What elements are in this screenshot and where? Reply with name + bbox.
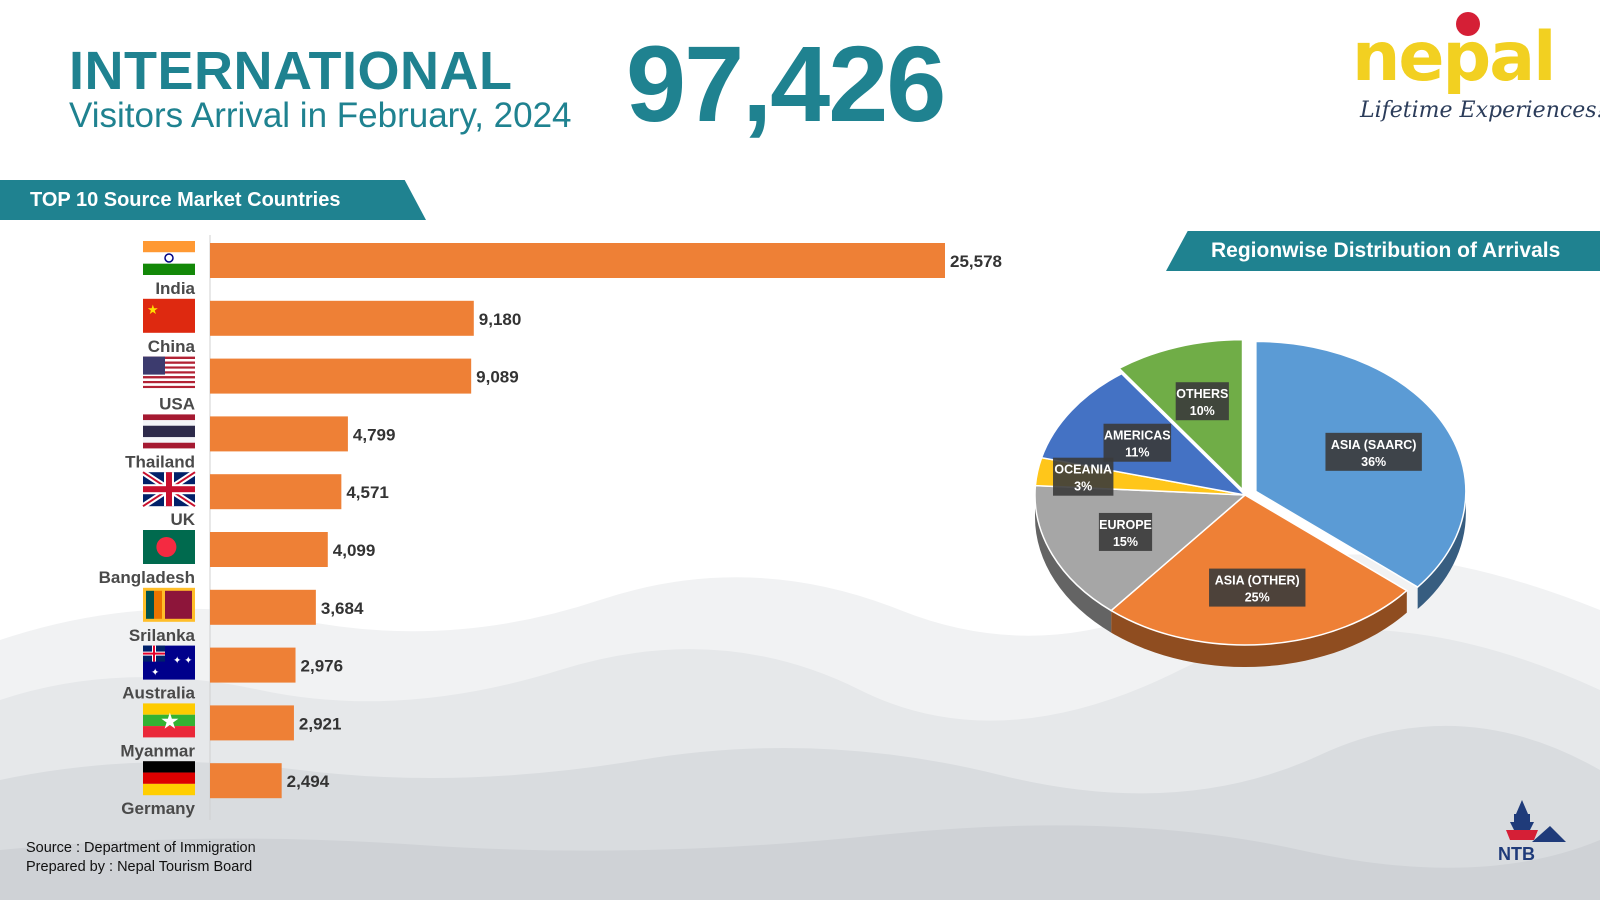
pie-label-percent: 36% bbox=[1361, 455, 1386, 469]
bar-row: ★ China 9,180 bbox=[143, 298, 522, 356]
svg-text:✦ ✦: ✦ ✦ bbox=[173, 656, 193, 667]
bar bbox=[210, 300, 474, 336]
pie-slice-label: OCEANIA 3% bbox=[1053, 457, 1114, 496]
country-label: Australia bbox=[122, 684, 195, 703]
country-label: China bbox=[148, 337, 196, 356]
srilanka-flag-icon bbox=[143, 587, 195, 622]
country-label: Germany bbox=[121, 799, 195, 818]
nepal-logo: nepal Lifetime Experiences! bbox=[1352, 12, 1600, 132]
pie-slice-label: ASIA (OTHER) 25% bbox=[1209, 568, 1306, 607]
svg-text:✦: ✦ bbox=[151, 668, 159, 679]
bar-row: ✦ ✦ ✦ Australia 2,976 bbox=[122, 645, 344, 703]
pie-slice-side bbox=[1417, 491, 1466, 610]
pie-chart-title: Regionwise Distribution of Arrivals bbox=[1166, 231, 1600, 271]
bar-row: USA 9,089 bbox=[143, 356, 519, 414]
source-note: Source : Department of Immigration Prepa… bbox=[26, 839, 256, 877]
bar-row: India 25,578 bbox=[143, 241, 1002, 298]
bar-value-label: 3,684 bbox=[321, 599, 364, 618]
country-label: Bangladesh bbox=[99, 568, 195, 587]
logo-tagline: Lifetime Experiences! bbox=[1360, 98, 1600, 123]
usa-flag-icon bbox=[143, 356, 195, 391]
uk-flag-icon bbox=[141, 469, 197, 509]
pie-label-percent: 11% bbox=[1125, 446, 1149, 460]
bar-row: UK 4,571 bbox=[141, 469, 389, 529]
country-label: UK bbox=[170, 510, 195, 529]
pie-slice-label: EUROPE 15% bbox=[1098, 512, 1153, 551]
bar-row: Bangladesh 4,099 bbox=[99, 530, 376, 587]
pie-label-name: AMERICAS bbox=[1104, 429, 1171, 443]
pie-label-name: EUROPE bbox=[1099, 518, 1152, 532]
pie-label-percent: 10% bbox=[1190, 404, 1215, 418]
china-flag-icon: ★ bbox=[143, 298, 195, 333]
bar-value-label: 25,578 bbox=[950, 252, 1002, 271]
australia-flag-icon: ✦ ✦ ✦ bbox=[143, 645, 195, 680]
country-label: Myanmar bbox=[120, 741, 195, 760]
pie-label-percent: 25% bbox=[1245, 591, 1270, 605]
bar-row: Thailand 4,799 bbox=[125, 414, 395, 471]
bar bbox=[210, 589, 316, 625]
bar-row: Srilanka 3,684 bbox=[129, 587, 364, 645]
pie-label-name: ASIA (OTHER) bbox=[1215, 574, 1300, 588]
bar bbox=[210, 647, 296, 683]
thailand-flag-icon bbox=[143, 414, 195, 449]
bar-value-label: 2,976 bbox=[301, 657, 344, 676]
bar-value-label: 4,099 bbox=[333, 541, 376, 560]
bar bbox=[210, 532, 328, 567]
svg-text:★: ★ bbox=[160, 708, 180, 733]
bar bbox=[210, 474, 342, 510]
pie-label-percent: 15% bbox=[1113, 535, 1138, 549]
bar-row: ★ Myanmar 2,921 bbox=[120, 703, 341, 760]
bar-value-label: 4,571 bbox=[346, 483, 389, 502]
bar-value-label: 4,799 bbox=[353, 425, 396, 444]
country-label: Thailand bbox=[125, 452, 195, 471]
bar-row: Germany 2,494 bbox=[121, 761, 330, 818]
bar bbox=[210, 358, 472, 394]
logo-sun-icon bbox=[1456, 12, 1480, 36]
bar bbox=[210, 416, 348, 452]
pie-label-percent: 3% bbox=[1074, 480, 1092, 494]
prepared-line: Prepared by : Nepal Tourism Board bbox=[26, 859, 253, 875]
pie-label-name: ASIA (SAARC) bbox=[1331, 438, 1417, 452]
germany-flag-icon bbox=[143, 761, 195, 796]
country-label: Srilanka bbox=[129, 626, 196, 645]
page-title: INTERNATIONAL bbox=[69, 41, 513, 101]
ntb-logo: NTB bbox=[1498, 800, 1566, 864]
page-subtitle: Visitors Arrival in February, 2024 bbox=[69, 96, 572, 135]
pie-label-name: OCEANIA bbox=[1054, 463, 1112, 477]
logo-brand: nepal bbox=[1352, 18, 1556, 97]
bar-value-label: 2,494 bbox=[287, 772, 330, 791]
bangladesh-flag-icon bbox=[143, 530, 195, 564]
bar bbox=[210, 763, 282, 799]
bar-value-label: 9,089 bbox=[476, 368, 519, 387]
bar-value-label: 9,180 bbox=[479, 310, 522, 329]
bar-chart-title: TOP 10 Source Market Countries bbox=[0, 180, 426, 220]
country-label: India bbox=[155, 279, 195, 298]
source-market-bar-chart: India 25,578 ★ China 9,180 USA 9,089 Thailand 4,… bbox=[99, 235, 1002, 820]
country-label: USA bbox=[159, 395, 195, 414]
pie-slice-side bbox=[1111, 590, 1407, 667]
pie-label-name: OTHERS bbox=[1176, 387, 1228, 401]
india-flag-icon bbox=[143, 241, 195, 275]
pie-slice-label: ASIA (SAARC) 36% bbox=[1325, 432, 1422, 471]
source-line: Source : Department of Immigration bbox=[26, 840, 256, 856]
pie-slice-label: AMERICAS 11% bbox=[1103, 423, 1172, 462]
total-visitors-number: 97,426 bbox=[626, 23, 946, 144]
bar bbox=[210, 243, 945, 278]
region-pie-chart: ASIA (SAARC) 36% ASIA (OTHER) 25% EUROPE 15% O… bbox=[1034, 338, 1467, 667]
pie-slice-label: OTHERS 10% bbox=[1175, 382, 1229, 421]
ntb-badge-text: NTB bbox=[1498, 844, 1535, 864]
bar-value-label: 2,921 bbox=[299, 714, 342, 733]
myanmar-flag-icon: ★ bbox=[143, 703, 195, 738]
bar bbox=[210, 705, 294, 741]
svg-text:★: ★ bbox=[147, 302, 159, 317]
